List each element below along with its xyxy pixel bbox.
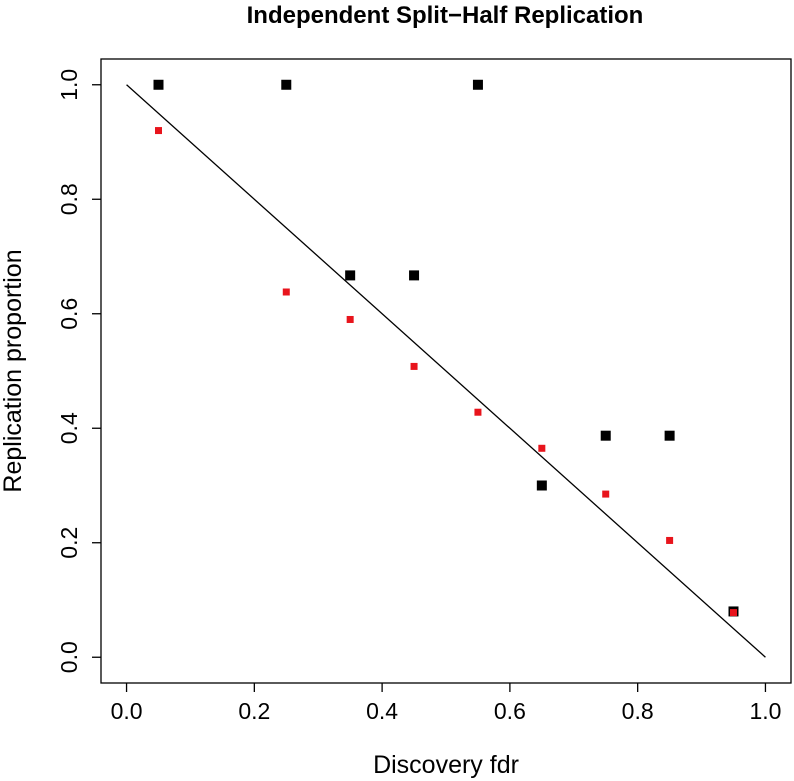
- red-point: [346, 315, 354, 323]
- x-tick-label: 0.0: [111, 698, 143, 724]
- red-point: [666, 536, 674, 544]
- red-point: [602, 490, 610, 498]
- y-axis-label: Replication proportion: [0, 249, 27, 492]
- x-axis-label: Discovery fdr: [373, 751, 519, 779]
- red-point: [155, 127, 162, 135]
- plot-frame: [100, 58, 792, 684]
- x-tick-label: 0.8: [622, 698, 654, 724]
- black-point: [281, 79, 292, 90]
- data-points: [153, 79, 739, 617]
- red-point: [538, 444, 546, 452]
- black-point: [409, 270, 420, 281]
- x-tick-label: 0.2: [238, 698, 270, 724]
- y-tick-label: 0.4: [56, 412, 82, 444]
- black-point: [600, 430, 611, 441]
- y-tick-label: 0.0: [56, 641, 82, 673]
- black-point: [345, 270, 356, 281]
- chart-title: Independent Split−Half Replication: [247, 2, 644, 29]
- reference-line: [126, 84, 766, 658]
- black-point: [664, 430, 675, 441]
- red-point: [282, 288, 290, 296]
- y-tick-label: 0.2: [56, 527, 82, 559]
- x-tick-label: 0.4: [366, 698, 398, 724]
- black-point: [472, 79, 483, 90]
- x-tick-label: 0.6: [494, 698, 526, 724]
- y-tick-label: 1.0: [56, 69, 82, 101]
- x-axis: 0.0 0.2 0.4 0.6 0.8 1.0: [111, 683, 781, 724]
- y-tick-label: 0.8: [56, 183, 82, 215]
- y-tick-label: 0.6: [56, 298, 82, 330]
- black-point: [536, 480, 547, 491]
- red-point: [474, 408, 482, 416]
- black-point: [153, 79, 164, 90]
- red-point: [410, 362, 418, 370]
- y-axis: 0.0 0.2 0.4 0.6 0.8 1.0: [56, 69, 101, 673]
- x-tick-label: 1.0: [749, 698, 781, 724]
- red-point: [730, 609, 737, 617]
